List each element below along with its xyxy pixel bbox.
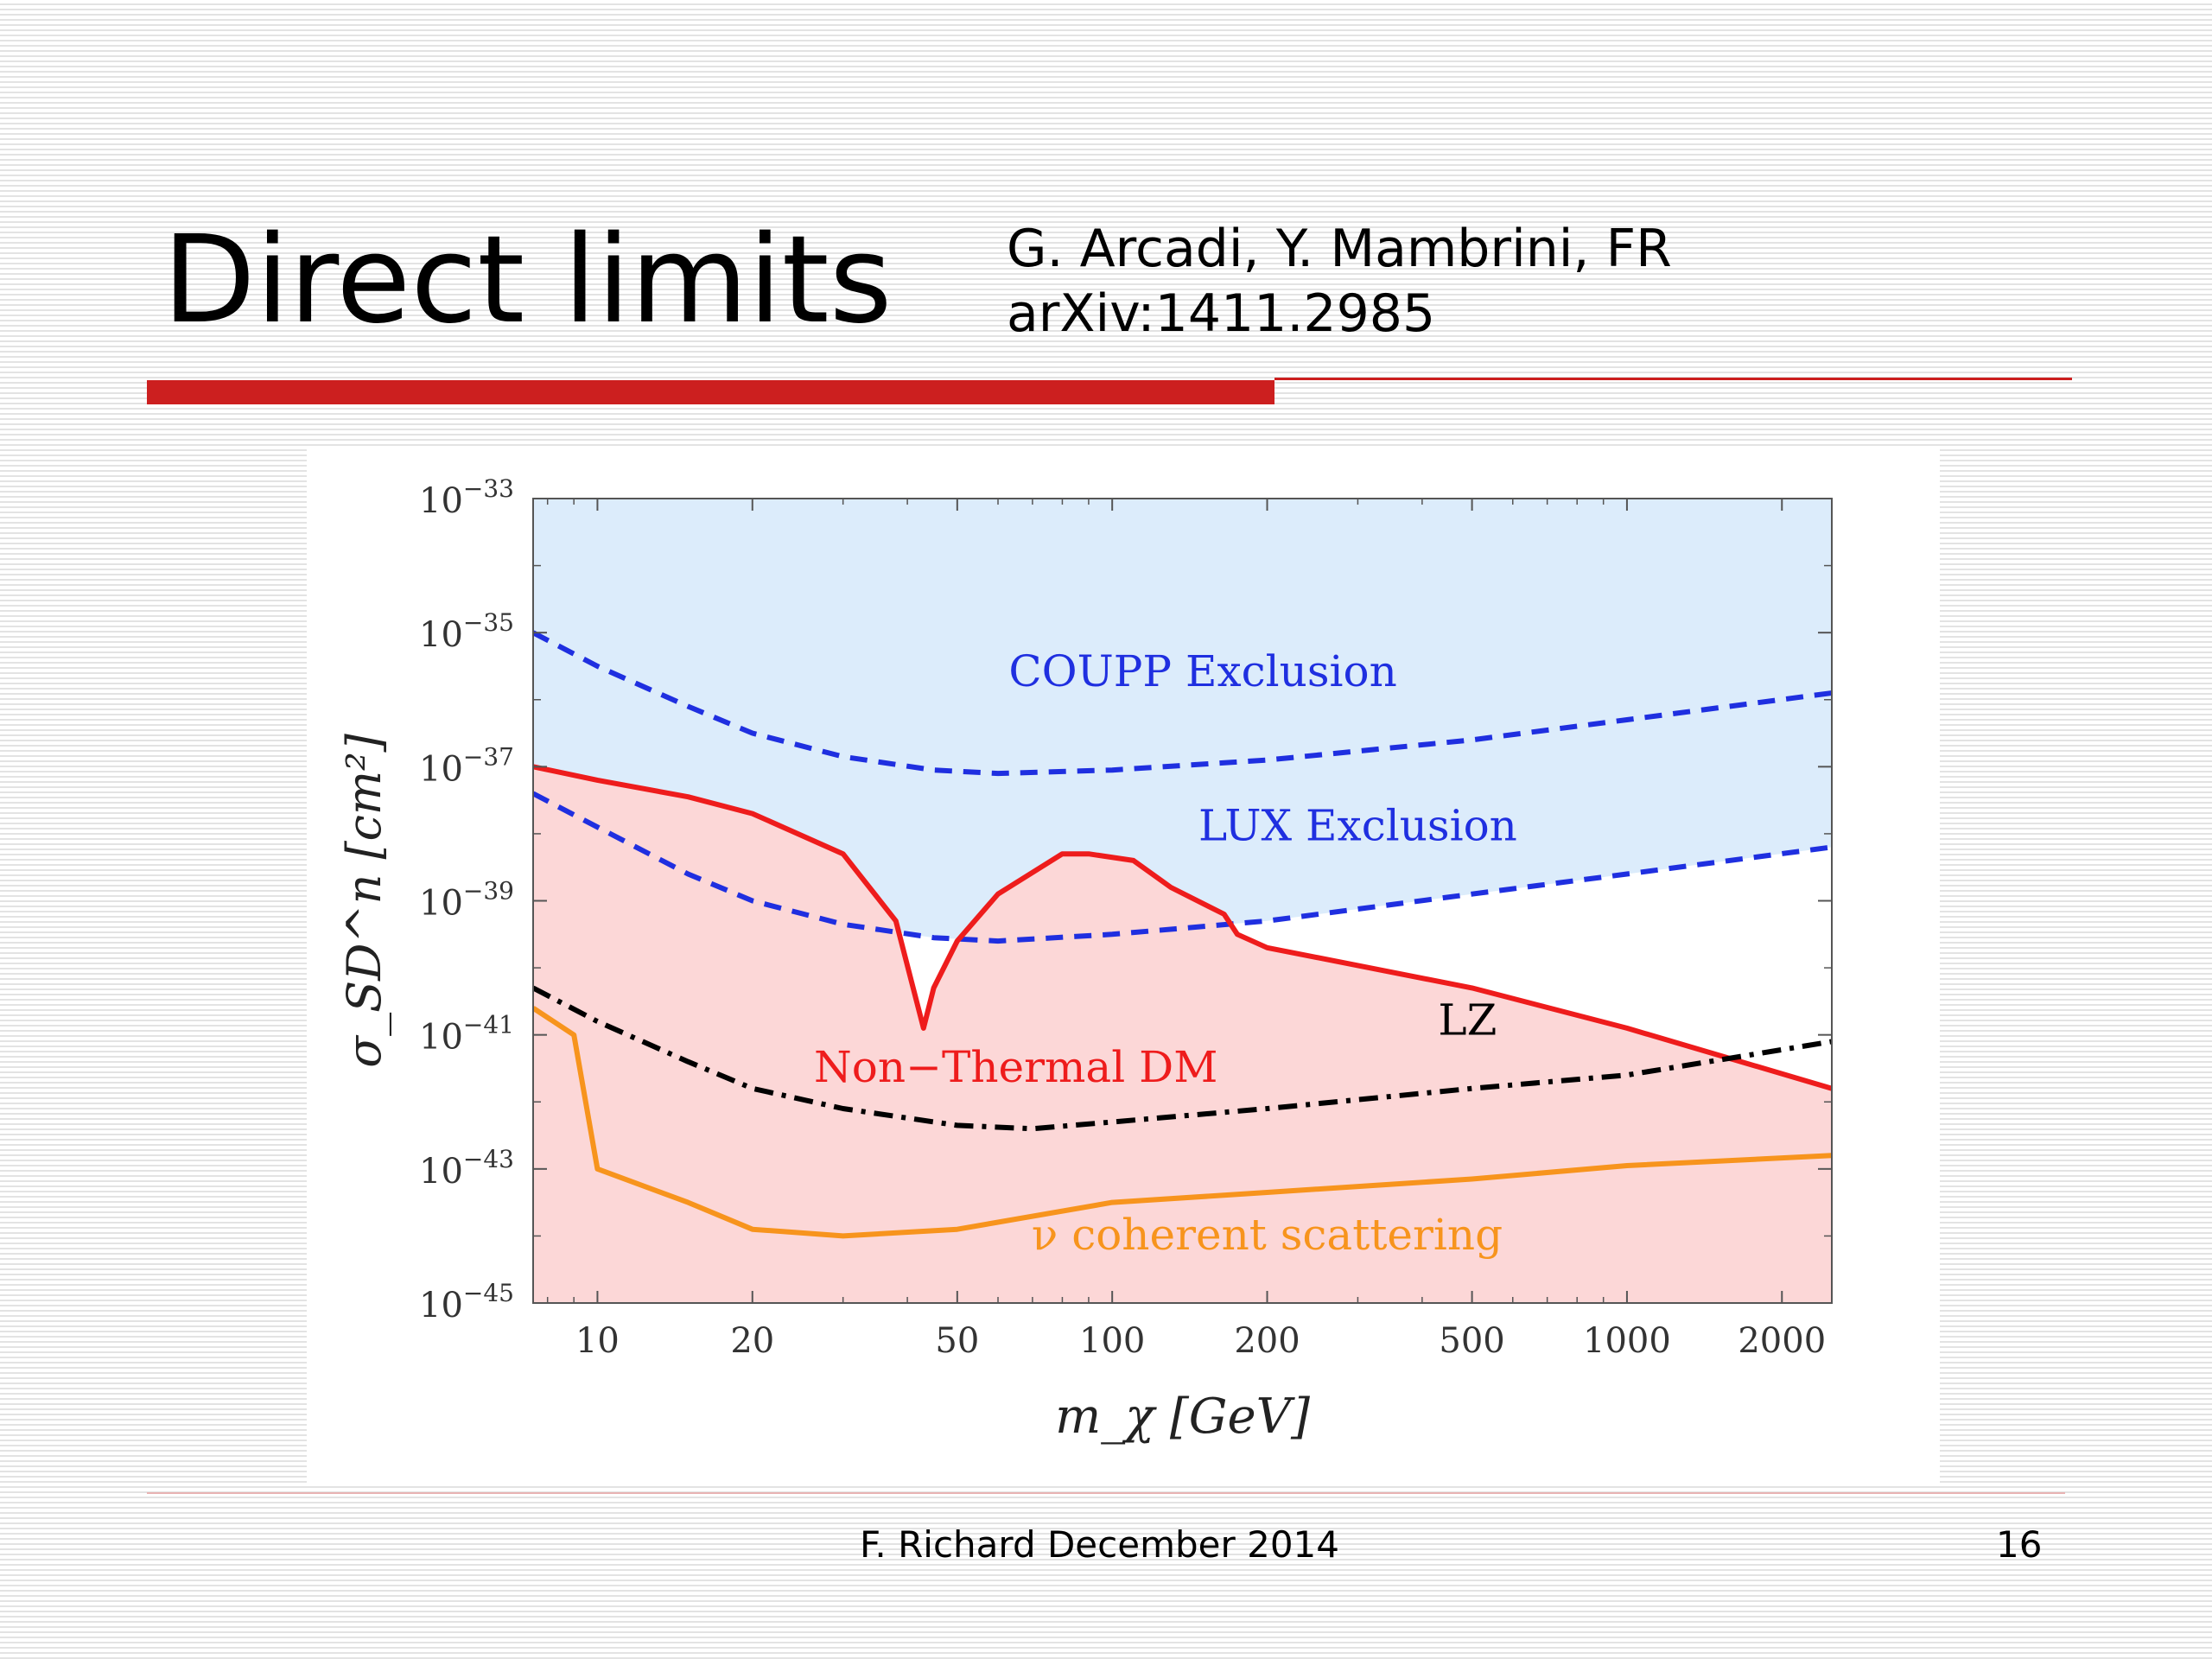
y-tick-label: 10−41: [419, 1011, 514, 1058]
x-tick-label: 200: [1234, 1321, 1300, 1361]
y-tick-label-exponent: −33: [463, 474, 514, 503]
y-tick-label-base: 10: [419, 481, 463, 521]
y-tick-label: 10−35: [419, 608, 514, 655]
y-tick-label-base: 10: [419, 1018, 463, 1058]
x-tick-label: 1000: [1583, 1321, 1671, 1361]
y-tick-label-base: 10: [419, 749, 463, 789]
annotation-coherent-scattering: ν coherent scattering: [1032, 1210, 1503, 1260]
footer-divider: [147, 1492, 2065, 1494]
y-tick-label-base: 10: [419, 615, 463, 655]
x-tick-label: 50: [935, 1321, 979, 1361]
slide-number: 16: [1996, 1523, 2043, 1566]
series-line-lux-exclusion: [533, 791, 1832, 944]
y-tick-label-exponent: −37: [463, 742, 514, 771]
y-tick-label-exponent: −43: [463, 1145, 514, 1173]
annotation-non-thermal-dm: Non−Thermal DM: [814, 1042, 1217, 1092]
nonthermal-region: [533, 766, 1832, 1303]
chart-panel: 10 20 50 100 200 500 1000 2000 10−33 10−35 10−37 10…: [307, 449, 1940, 1486]
slide-title: Direct limits: [162, 210, 893, 351]
y-tick-label-base: 10: [419, 1286, 463, 1325]
y-tick-label: 10−33: [419, 474, 514, 521]
x-tick-label: 10: [575, 1321, 620, 1361]
y-tick-label: 10−37: [419, 742, 514, 789]
annotation-lz: LZ: [1438, 995, 1497, 1046]
y-tick-label-exponent: −45: [463, 1279, 514, 1307]
y-axis-label: σ_SD^n [cm²]: [337, 733, 391, 1068]
title-underline-thin: [1274, 378, 2072, 380]
annotation-coupp-exclusion: COUPP Exclusion: [1008, 646, 1396, 696]
footer-text: F. Richard December 2014: [860, 1523, 1339, 1566]
excluded-region: [533, 499, 1832, 942]
chart-svg: 10 20 50 100 200 500 1000 200010−3310−3510−3710…: [337, 474, 1833, 1445]
y-tick-label: 10−45: [419, 1279, 514, 1325]
reference-authors: G. Arcadi, Y. Mambrini, FR: [1007, 219, 1672, 279]
x-tick-label: 100: [1079, 1321, 1145, 1361]
y-tick-label: 10−39: [419, 877, 514, 924]
x-tick-label: 2000: [1738, 1321, 1826, 1361]
reference-arxiv: arXiv:1411.2985: [1007, 283, 1436, 344]
series-line-non-thermal-dm: [533, 764, 1832, 1091]
x-axis-label: m_χ [GeV]: [1055, 1389, 1310, 1445]
y-tick-label-exponent: −35: [463, 608, 514, 637]
y-tick-label: 10−43: [419, 1145, 514, 1192]
y-tick-label-base: 10: [419, 884, 463, 924]
annotation-lux-exclusion: LUX Exclusion: [1198, 801, 1517, 851]
x-tick-label: 500: [1439, 1321, 1504, 1361]
series-line-coherent-scattering: [533, 1006, 1832, 1239]
y-tick-label-base: 10: [419, 1152, 463, 1192]
x-tick-label: 20: [730, 1321, 774, 1361]
series-line-coupp-exclusion: [533, 630, 1832, 777]
series-line-lz: [533, 985, 1832, 1132]
y-tick-label-exponent: −39: [463, 877, 514, 906]
title-underline-bar: [147, 380, 1274, 404]
y-tick-label-exponent: −41: [463, 1011, 514, 1039]
